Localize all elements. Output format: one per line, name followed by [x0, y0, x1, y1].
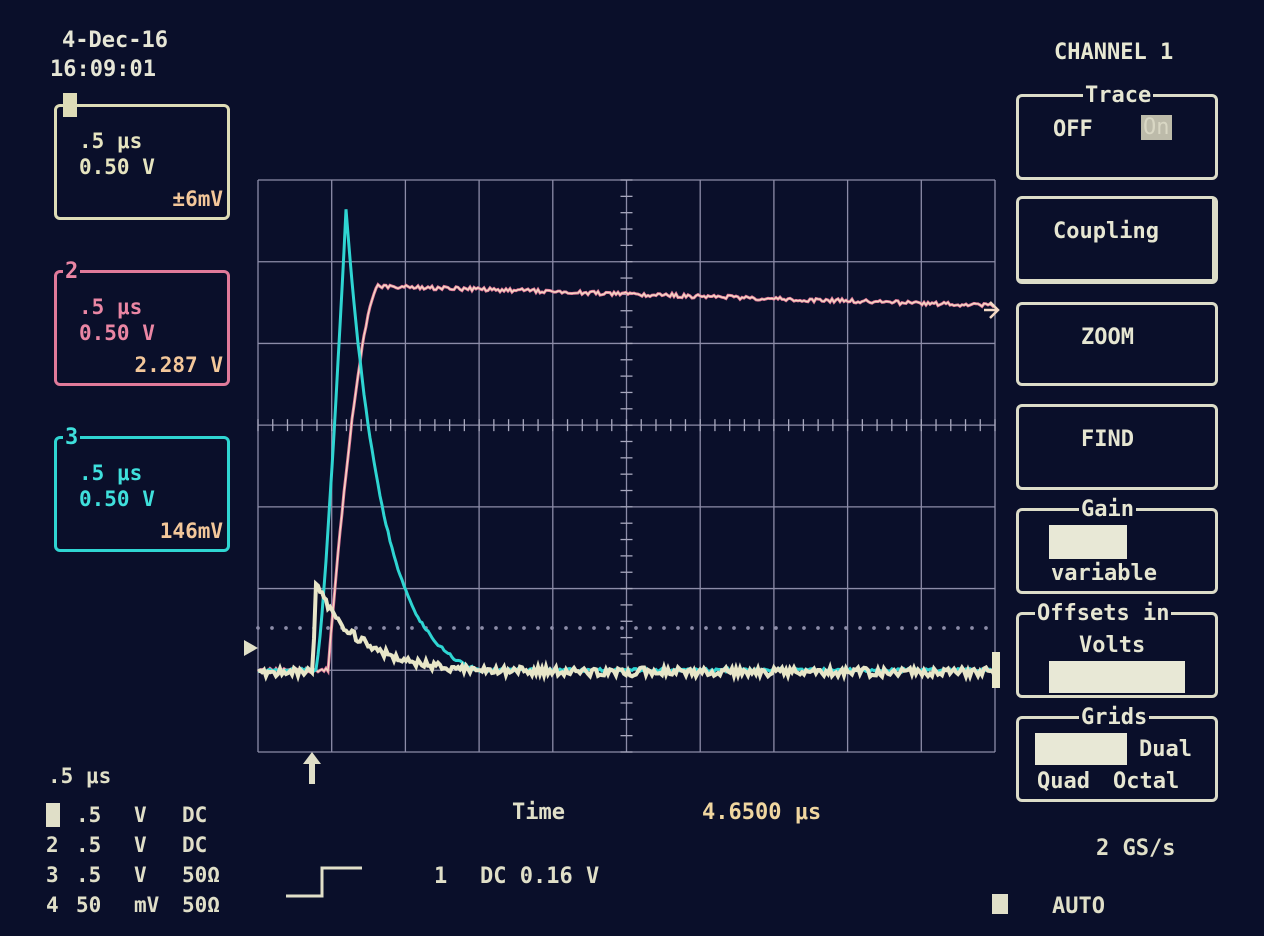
trigger-level-icon — [244, 640, 258, 656]
channel-3-timebase: .5 μs — [79, 461, 142, 485]
trigger-channel: 1 — [434, 864, 447, 889]
ch3-coupling: 50Ω — [182, 863, 220, 887]
channel-3-reading: 146mV — [160, 519, 223, 543]
channel-3-box[interactable]: 3 .5 μs 0.50 V 146mV — [54, 436, 230, 552]
coupling-label: Coupling — [1053, 219, 1159, 244]
sample-rate: 2 GS/s — [1096, 836, 1175, 861]
channel-2-box[interactable]: 2 .5 μs 0.50 V 2.287 V — [54, 270, 230, 386]
grids-quad-option[interactable]: Quad — [1037, 769, 1090, 794]
channel-2-timebase: .5 μs — [79, 295, 142, 319]
ch4-num: 4 — [46, 893, 59, 917]
zoom-button[interactable]: ZOOM — [1016, 302, 1218, 386]
ch3-num: 3 — [46, 863, 59, 887]
channel-1-marker-icon — [992, 652, 1000, 688]
ch2-coupling: DC — [182, 833, 207, 857]
channel-3-volts: 0.50 V — [79, 487, 155, 511]
offsets-value-box[interactable] — [1049, 661, 1185, 693]
time-display: 16:09:01 — [50, 57, 156, 82]
acquisition-indicator-icon — [992, 894, 1008, 914]
coupling-button[interactable]: Coupling — [1016, 196, 1218, 284]
grids-single-option[interactable] — [1035, 733, 1127, 765]
gain-value-box[interactable] — [1049, 525, 1127, 559]
channel-1-indicator-icon — [46, 803, 60, 827]
acquisition-mode: AUTO — [1052, 894, 1105, 919]
grids-control[interactable]: Grids Dual Quad Octal — [1016, 716, 1218, 802]
channel-1-timebase: .5 μs — [79, 129, 142, 153]
ch2-num: 2 — [46, 833, 59, 857]
gain-value: variable — [1051, 561, 1157, 586]
trigger-mode: DC 0.16 V — [480, 864, 599, 889]
offsets-unit: Volts — [1079, 633, 1145, 658]
channel-2-tag: 2 — [63, 259, 80, 284]
channel-3-tag: 3 — [63, 425, 80, 450]
trigger-edge-icon — [286, 866, 364, 898]
ch2-unit: V — [134, 833, 147, 857]
trigger-position-arrow-icon — [302, 752, 322, 784]
ch4-unit: mV — [134, 893, 159, 917]
trace-button[interactable]: Trace OFF On — [1016, 94, 1218, 180]
zoom-label: ZOOM — [1081, 325, 1134, 350]
ch3-volts: .5 — [76, 863, 101, 887]
offsets-label: Offsets in — [1035, 601, 1171, 626]
ch1-unit: V — [134, 803, 147, 827]
time-label: Time — [512, 800, 565, 825]
ch4-volts: 50 — [76, 893, 101, 917]
menu-title: CHANNEL 1 — [1054, 40, 1173, 65]
trace-on-option[interactable]: On — [1141, 115, 1172, 140]
channel-2-reading: 2.287 V — [134, 353, 223, 377]
channel-2-volts: 0.50 V — [79, 321, 155, 345]
grids-label: Grids — [1079, 705, 1149, 730]
ch4-coupling: 50Ω — [182, 893, 220, 917]
channel-1-reading: ±6mV — [172, 187, 223, 211]
time-value: 4.6500 μs — [702, 800, 821, 825]
waveform-svg — [258, 180, 995, 752]
gain-label: Gain — [1079, 497, 1136, 522]
find-button[interactable]: FIND — [1016, 404, 1218, 490]
gain-control[interactable]: Gain variable — [1016, 508, 1218, 594]
find-label: FIND — [1081, 427, 1134, 452]
waveform-display[interactable] — [258, 180, 995, 752]
trace-off-option[interactable]: OFF — [1053, 117, 1093, 142]
ch2-volts: .5 — [76, 833, 101, 857]
grids-octal-option[interactable]: Octal — [1113, 769, 1179, 794]
ch1-coupling: DC — [182, 803, 207, 827]
channel-1-volts: 0.50 V — [79, 155, 155, 179]
offsets-control[interactable]: Offsets in Volts — [1016, 612, 1218, 698]
timebase-summary: .5 μs — [48, 764, 111, 788]
ch3-unit: V — [134, 863, 147, 887]
channel-1-box[interactable]: .5 μs 0.50 V ±6mV — [54, 104, 230, 220]
grids-dual-option[interactable]: Dual — [1139, 737, 1192, 762]
ch1-volts: .5 — [76, 803, 101, 827]
trace-label: Trace — [1083, 83, 1153, 108]
date-display: 4-Dec-16 — [62, 28, 168, 54]
channel-1-tag — [63, 93, 77, 117]
